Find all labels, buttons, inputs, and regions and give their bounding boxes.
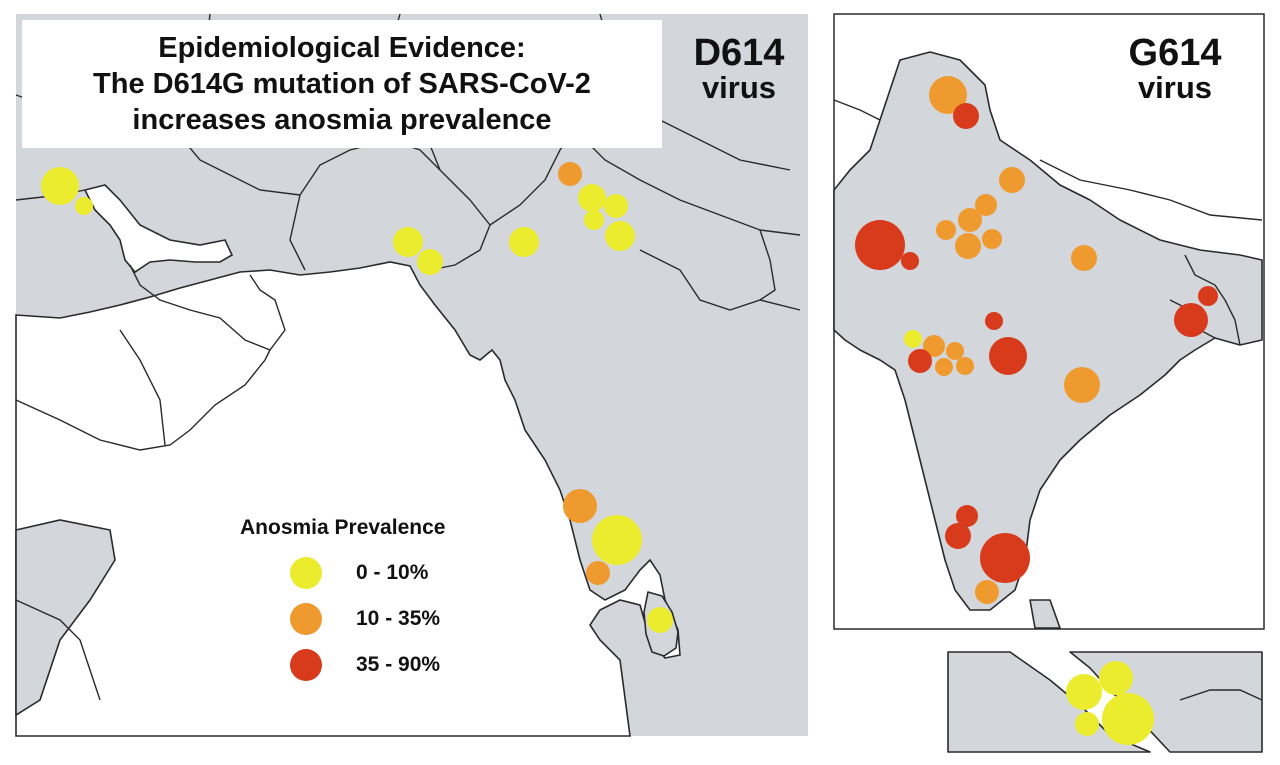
- marker-mid: [982, 229, 1002, 249]
- marker-high: [956, 505, 978, 527]
- marker-mid: [1071, 245, 1097, 271]
- marker-high: [945, 523, 971, 549]
- marker-low: [578, 184, 606, 212]
- legend-dot-icon: [290, 557, 322, 589]
- marker-mid: [586, 561, 610, 585]
- marker-mid: [1064, 367, 1100, 403]
- marker-mid: [936, 220, 956, 240]
- marker-low: [1102, 693, 1154, 745]
- marker-mid: [929, 76, 967, 114]
- legend-title: Anosmia Prevalence: [240, 516, 446, 539]
- marker-high: [901, 252, 919, 270]
- marker-high: [953, 103, 979, 129]
- legend-label: 0 - 10%: [356, 561, 429, 584]
- marker-low: [41, 167, 79, 205]
- marker-mid: [958, 208, 982, 232]
- right-panel-sub: virus: [1137, 70, 1213, 105]
- marker-mid: [975, 580, 999, 604]
- marker-low: [904, 330, 922, 348]
- marker-mid: [935, 358, 953, 376]
- marker-low: [1066, 674, 1102, 710]
- legend-dot-icon: [290, 603, 322, 635]
- marker-mid: [923, 335, 945, 357]
- marker-high: [908, 349, 932, 373]
- title-line-3: increases anosmia prevalence: [132, 104, 552, 136]
- arabian-sea: [15, 261, 681, 737]
- right-panel-label: G614 virus: [1100, 34, 1250, 104]
- marker-low: [75, 197, 93, 215]
- title-line-2: The D614G mutation of SARS-CoV-2: [93, 68, 591, 100]
- marker-low: [1075, 712, 1099, 736]
- marker-mid: [563, 489, 597, 523]
- right-markers: [855, 76, 1218, 604]
- marker-low: [393, 227, 423, 257]
- marker-high: [985, 312, 1003, 330]
- marker-mid: [955, 233, 981, 259]
- left-panel-name: D614: [693, 32, 785, 74]
- marker-mid: [558, 162, 582, 186]
- india-outline: [833, 51, 1263, 611]
- legend-item: 35 - 90%: [290, 642, 500, 688]
- marker-mid: [999, 167, 1025, 193]
- legend-label: 35 - 90%: [356, 653, 441, 676]
- se-asia-markers: [1066, 661, 1154, 745]
- title-box: Epidemiological Evidence: The D614G muta…: [22, 20, 662, 148]
- legend: Anosmia Prevalence 0 - 10% 10 - 35% 35 -…: [240, 516, 500, 688]
- marker-mid: [956, 357, 974, 375]
- marker-mid: [975, 194, 997, 216]
- title-line-1: Epidemiological Evidence:: [158, 32, 526, 64]
- marker-low: [647, 607, 673, 633]
- marker-high: [855, 220, 905, 270]
- marker-high: [980, 533, 1030, 583]
- left-markers: [41, 162, 673, 633]
- marker-low: [509, 227, 539, 257]
- marker-low: [605, 221, 635, 251]
- marker-high: [989, 337, 1027, 375]
- legend-label: 10 - 35%: [356, 607, 441, 630]
- marker-high: [1174, 303, 1208, 337]
- marker-low: [592, 515, 642, 565]
- right-panel-name: G614: [1128, 32, 1222, 74]
- marker-low: [417, 249, 443, 275]
- legend-item: 10 - 35%: [290, 596, 500, 642]
- left-panel-sub: virus: [701, 70, 777, 105]
- marker-low: [604, 194, 628, 218]
- left-panel-label: D614 virus: [664, 34, 814, 104]
- legend-item: 0 - 10%: [290, 550, 500, 596]
- marker-low: [584, 210, 604, 230]
- marker-low: [1099, 661, 1133, 695]
- legend-dot-icon: [290, 649, 322, 681]
- persian-gulf: [83, 184, 234, 274]
- marker-mid: [946, 342, 964, 360]
- marker-high: [1198, 286, 1218, 306]
